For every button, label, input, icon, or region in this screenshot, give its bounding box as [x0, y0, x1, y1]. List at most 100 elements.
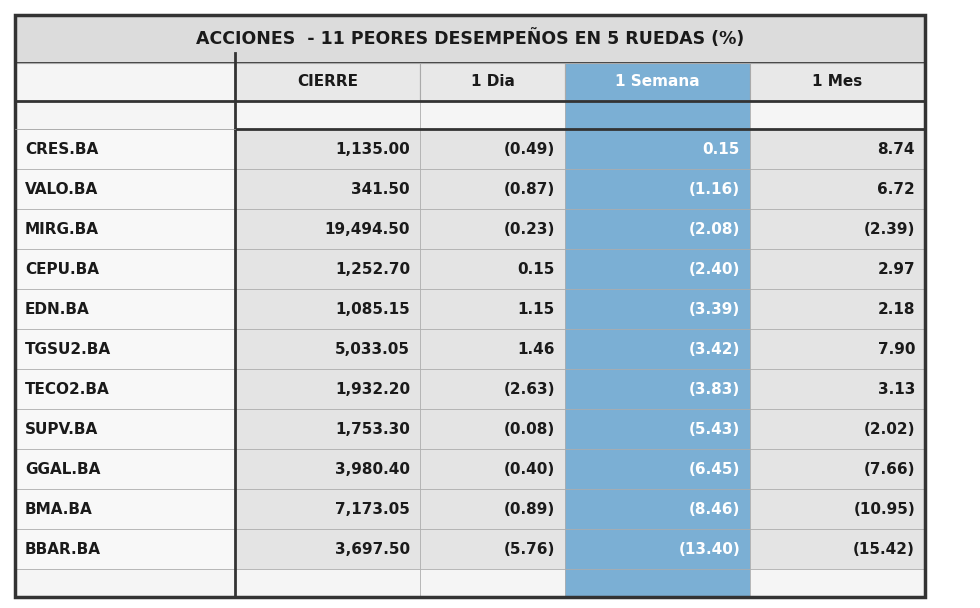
Text: 2.18: 2.18	[877, 302, 915, 317]
Bar	[565, 101, 750, 129]
Text: (2.40): (2.40)	[689, 261, 740, 277]
Text: 1 Semana: 1 Semana	[615, 75, 700, 89]
Bar	[565, 63, 750, 101]
Text: 1 Mes: 1 Mes	[812, 75, 862, 89]
Bar	[15, 101, 235, 129]
Bar	[420, 289, 565, 329]
Bar	[235, 569, 420, 597]
Text: 2.97: 2.97	[877, 261, 915, 277]
Bar	[15, 569, 235, 597]
Text: (3.42): (3.42)	[689, 342, 740, 356]
Text: (2.39): (2.39)	[863, 221, 915, 237]
Text: MIRG.BA: MIRG.BA	[25, 221, 99, 237]
Bar	[750, 409, 925, 449]
Text: (2.08): (2.08)	[689, 221, 740, 237]
Text: 1.46: 1.46	[517, 342, 555, 356]
Text: 3.13: 3.13	[878, 381, 915, 396]
Text: (7.66): (7.66)	[863, 461, 915, 477]
Bar	[420, 169, 565, 209]
Bar	[15, 249, 235, 289]
Bar	[420, 249, 565, 289]
Text: (15.42): (15.42)	[854, 542, 915, 556]
Bar	[420, 63, 565, 101]
Text: CRES.BA: CRES.BA	[25, 142, 98, 156]
Text: 1,252.70: 1,252.70	[335, 261, 410, 277]
Bar	[750, 569, 925, 597]
Text: (2.63): (2.63)	[504, 381, 555, 396]
Bar	[15, 369, 235, 409]
Bar	[750, 169, 925, 209]
Bar	[420, 489, 565, 529]
Bar	[420, 449, 565, 489]
Text: (2.02): (2.02)	[863, 421, 915, 437]
Bar	[15, 169, 235, 209]
Bar	[15, 529, 235, 569]
Text: (0.89): (0.89)	[504, 502, 555, 517]
Text: 0.15: 0.15	[703, 142, 740, 156]
Text: 1,085.15: 1,085.15	[335, 302, 410, 317]
Bar	[750, 529, 925, 569]
Bar	[235, 249, 420, 289]
Bar	[750, 63, 925, 101]
Bar	[565, 249, 750, 289]
Text: TECO2.BA: TECO2.BA	[25, 381, 110, 396]
Bar	[565, 209, 750, 249]
Text: (6.45): (6.45)	[689, 461, 740, 477]
Text: CIERRE: CIERRE	[297, 75, 358, 89]
Text: TGSU2.BA: TGSU2.BA	[25, 342, 111, 356]
Text: 6.72: 6.72	[877, 182, 915, 196]
Text: 19,494.50: 19,494.50	[324, 221, 410, 237]
Bar	[420, 369, 565, 409]
Bar	[750, 329, 925, 369]
Bar	[235, 209, 420, 249]
Bar	[750, 289, 925, 329]
Bar	[750, 449, 925, 489]
Text: EDN.BA: EDN.BA	[25, 302, 90, 317]
Bar	[420, 529, 565, 569]
Text: 7.90: 7.90	[877, 342, 915, 356]
Bar	[420, 101, 565, 129]
Bar	[750, 369, 925, 409]
Bar	[565, 529, 750, 569]
Text: 5,033.05: 5,033.05	[335, 342, 410, 356]
Text: VALO.BA: VALO.BA	[25, 182, 98, 196]
Bar	[750, 489, 925, 529]
Text: GGAL.BA: GGAL.BA	[25, 461, 100, 477]
Bar	[15, 409, 235, 449]
Bar	[750, 209, 925, 249]
Bar	[235, 529, 420, 569]
Text: 7,173.05: 7,173.05	[335, 502, 410, 517]
Bar	[565, 369, 750, 409]
Text: 1,135.00: 1,135.00	[335, 142, 410, 156]
Bar	[420, 329, 565, 369]
Bar	[750, 249, 925, 289]
Bar	[235, 449, 420, 489]
Text: 1,753.30: 1,753.30	[335, 421, 410, 437]
Bar	[235, 63, 420, 101]
Text: (3.83): (3.83)	[689, 381, 740, 396]
Bar	[565, 489, 750, 529]
Text: (10.95): (10.95)	[854, 502, 915, 517]
Bar	[565, 289, 750, 329]
Bar	[420, 129, 565, 169]
Text: (0.08): (0.08)	[504, 421, 555, 437]
Text: (5.76): (5.76)	[504, 542, 555, 556]
Bar	[15, 489, 235, 529]
Bar	[15, 209, 235, 249]
Bar	[15, 15, 925, 63]
Text: CEPU.BA: CEPU.BA	[25, 261, 99, 277]
Bar	[235, 329, 420, 369]
Bar	[420, 569, 565, 597]
Bar	[565, 329, 750, 369]
Bar	[565, 409, 750, 449]
Text: SUPV.BA: SUPV.BA	[25, 421, 98, 437]
Bar	[235, 129, 420, 169]
Text: 3,697.50: 3,697.50	[335, 542, 410, 556]
Text: 8.74: 8.74	[877, 142, 915, 156]
Text: (0.40): (0.40)	[504, 461, 555, 477]
Bar	[15, 289, 235, 329]
Text: (0.49): (0.49)	[504, 142, 555, 156]
Bar	[15, 329, 235, 369]
Bar	[750, 101, 925, 129]
Bar	[565, 129, 750, 169]
